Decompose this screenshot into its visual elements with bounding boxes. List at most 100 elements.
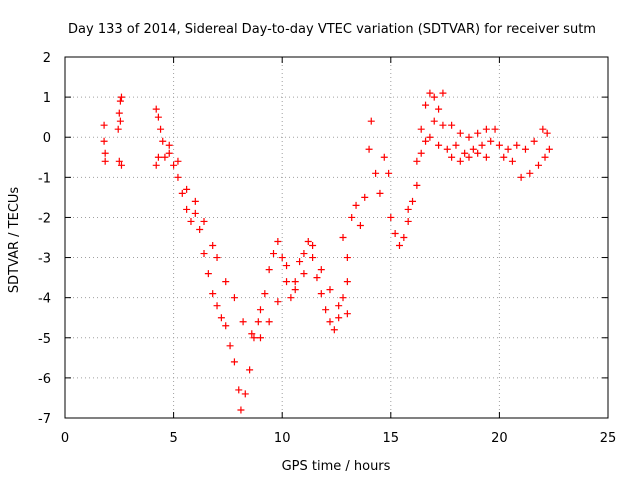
data-point <box>209 290 217 298</box>
data-point <box>469 145 477 153</box>
data-point <box>448 153 456 161</box>
data-point <box>417 149 425 157</box>
data-point <box>152 161 160 169</box>
data-point <box>322 306 330 314</box>
data-point <box>300 270 308 278</box>
data-point <box>326 318 334 326</box>
data-point <box>474 149 482 157</box>
data-point <box>174 173 182 181</box>
data-point <box>330 326 338 334</box>
data-point <box>291 286 299 294</box>
data-point <box>339 294 347 302</box>
y-tick-label: 1 <box>43 91 51 106</box>
data-point <box>283 278 291 286</box>
data-point <box>100 137 108 145</box>
data-point <box>343 278 351 286</box>
data-point <box>335 302 343 310</box>
data-point <box>500 153 508 161</box>
data-point <box>283 262 291 270</box>
data-point <box>478 141 486 149</box>
data-point <box>235 386 243 394</box>
data-point <box>513 141 521 149</box>
data-point <box>339 234 347 241</box>
data-point <box>296 258 304 266</box>
data-point <box>448 121 456 129</box>
data-point <box>213 302 221 310</box>
x-tick-label: 10 <box>274 431 291 446</box>
data-point <box>183 205 191 213</box>
data-point <box>248 330 256 338</box>
x-tick-label: 20 <box>491 431 508 446</box>
data-point <box>517 173 525 181</box>
data-point <box>165 149 173 157</box>
data-point <box>426 133 434 141</box>
y-tick-label: -6 <box>38 372 51 387</box>
data-point <box>391 229 399 237</box>
data-point <box>376 189 384 197</box>
data-point <box>409 197 417 205</box>
data-point <box>116 97 124 105</box>
data-point <box>170 161 178 169</box>
data-point <box>417 125 425 133</box>
x-tick-label: 5 <box>169 431 177 446</box>
data-point <box>439 89 447 97</box>
data-point <box>348 213 356 221</box>
x-tick-label: 25 <box>600 431 617 446</box>
data-point <box>291 278 299 286</box>
y-tick-label: -4 <box>38 292 51 307</box>
data-point <box>115 157 123 165</box>
data-point <box>400 234 408 241</box>
y-axis-label: SDTVAR / TECUs <box>7 187 22 294</box>
data-point <box>422 137 430 145</box>
data-point <box>117 161 125 169</box>
data-point <box>157 125 165 133</box>
data-point <box>274 238 282 246</box>
y-tick-label: 2 <box>43 51 51 66</box>
data-point <box>487 137 495 145</box>
data-point <box>226 342 234 350</box>
data-point <box>254 318 262 326</box>
data-point <box>543 129 551 137</box>
data-point <box>101 157 109 165</box>
data-point <box>191 197 199 205</box>
data-point <box>222 322 230 330</box>
data-point <box>356 221 364 229</box>
data-point <box>256 334 264 342</box>
grid-lines <box>65 57 608 418</box>
data-point <box>200 250 208 258</box>
data-point <box>474 129 482 137</box>
data-point <box>230 358 238 366</box>
data-point <box>183 185 191 193</box>
data-point <box>217 314 225 322</box>
data-point <box>309 254 317 262</box>
data-point <box>343 310 351 318</box>
data-point <box>435 105 443 113</box>
data-point <box>326 286 334 294</box>
data-point <box>222 278 230 286</box>
data-point <box>187 217 195 225</box>
data-point <box>317 290 325 298</box>
data-point <box>117 93 125 101</box>
data-point <box>309 242 317 250</box>
data-point <box>534 161 542 169</box>
axis-ticks: 0 5 10 15 20 25 -7 -6 -5 -4 -3 -2 -1 0 1 2 <box>38 51 616 446</box>
data-point <box>230 294 238 302</box>
data-point <box>387 213 395 221</box>
data-point <box>116 117 124 125</box>
data-point <box>261 290 269 298</box>
data-point <box>209 242 217 250</box>
data-point <box>313 274 321 282</box>
data-point <box>367 117 375 125</box>
y-tick-label: 0 <box>43 131 51 146</box>
data-point <box>482 153 490 161</box>
data-point <box>114 125 122 133</box>
data-point <box>213 254 221 262</box>
data-point <box>372 169 380 177</box>
data-point <box>495 141 503 149</box>
data-point <box>456 129 464 137</box>
data-point <box>278 254 286 262</box>
data-point <box>352 201 360 209</box>
data-point <box>539 125 547 133</box>
data-point <box>115 109 123 117</box>
